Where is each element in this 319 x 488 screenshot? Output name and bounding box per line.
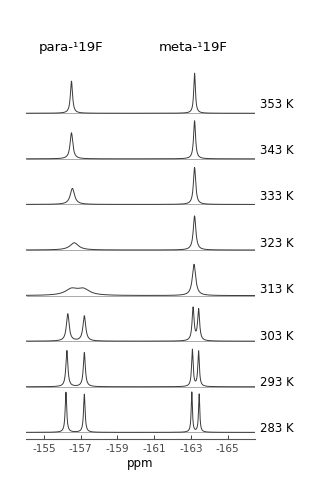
Text: 343 K: 343 K	[260, 144, 293, 157]
Text: 353 K: 353 K	[260, 98, 293, 111]
Text: 303 K: 303 K	[260, 330, 293, 343]
Text: 313 K: 313 K	[260, 283, 293, 296]
Text: 333 K: 333 K	[260, 190, 293, 203]
Text: 283 K: 283 K	[260, 423, 293, 435]
X-axis label: ppm: ppm	[127, 457, 154, 470]
Text: 323 K: 323 K	[260, 237, 293, 250]
Text: 293 K: 293 K	[260, 376, 293, 389]
Text: meta-¹19F: meta-¹19F	[158, 41, 227, 54]
Text: para-¹19F: para-¹19F	[39, 41, 104, 54]
